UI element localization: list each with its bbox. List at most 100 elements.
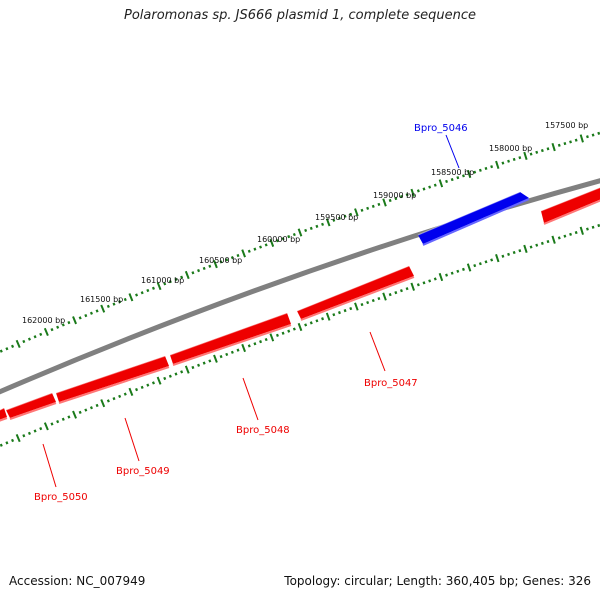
inner-scale-minor-tick: [518, 249, 522, 253]
gene-bpro-5049-shadow: [58, 366, 170, 404]
gene-bpro-5048[interactable]: [170, 313, 291, 364]
inner-scale-minor-tick: [39, 427, 43, 431]
inner-scale-minor-tick: [89, 406, 93, 410]
outer-scale-minor-tick: [112, 302, 116, 306]
inner-scale-minor-tick: [264, 337, 268, 342]
outer-scale-minor-tick: [84, 313, 88, 318]
inner-scale-minor-tick: [259, 340, 263, 344]
outer-scale-minor-tick: [78, 316, 82, 320]
inner-scale-minor-tick: [473, 264, 477, 268]
inner-scale-minor-tick: [315, 319, 319, 323]
inner-scale-minor-tick: [151, 381, 155, 385]
inner-scale-minor-tick: [574, 231, 578, 235]
outer-scale-minor-tick: [135, 293, 139, 297]
inner-scale-minor-tick: [163, 376, 167, 381]
inner-scale-minor-tick: [78, 410, 82, 414]
inner-scale-minor-tick: [366, 300, 370, 305]
gene-bpro-5049[interactable]: [56, 356, 169, 402]
inner-scale-minor-tick: [84, 408, 88, 412]
inner-scale-minor-tick: [478, 262, 482, 266]
scale-labels: 157500 bp 158000 bp 158500 bp 159000 bp …: [22, 121, 588, 325]
outer-scale-minor-tick: [321, 222, 325, 226]
outer-scale-major-tick: [15, 339, 21, 348]
gene-bpro-5050[interactable]: [6, 393, 56, 418]
outer-scale-minor-tick: [309, 226, 313, 231]
outer-scale-minor-tick: [332, 218, 336, 222]
gene-bpro-5046[interactable]: [418, 192, 529, 244]
inner-scale-minor-tick: [428, 279, 432, 283]
inner-scale-minor-tick: [140, 385, 144, 389]
inner-scale-minor-tick: [5, 441, 9, 445]
outer-scale-major-tick: [579, 134, 584, 143]
inner-scale-minor-tick: [191, 365, 195, 370]
topology-summary-text: Topology: circular; Length: 360,405 bp; …: [284, 574, 591, 588]
outer-scale-major-tick: [241, 249, 246, 258]
inner-scale-minor-tick: [557, 236, 561, 240]
inner-scale-major-tick: [100, 399, 106, 408]
outer-scale-minor-tick: [247, 249, 251, 253]
gene-bpro-5047[interactable]: [297, 266, 414, 319]
outer-scale-minor-tick: [433, 183, 437, 187]
gene-bpro-5048-highlight: [169, 312, 288, 356]
outer-scale-minor-tick: [106, 304, 110, 308]
inner-scale-minor-tick: [180, 370, 184, 374]
inner-scale-minor-tick: [135, 387, 139, 392]
inner-scale-minor-tick: [377, 296, 381, 301]
outer-scale-minor-tick: [197, 268, 201, 273]
inner-scale-minor-tick: [197, 363, 201, 367]
inner-scale-minor-tick: [569, 232, 572, 236]
inner-scale-major-tick: [410, 282, 415, 291]
gene-bpro-5050-highlight: [5, 392, 53, 411]
gene-bpro-5046-shadow: [422, 198, 530, 246]
outer-scale-major-tick: [495, 160, 500, 169]
gene-label-bpro-5048[interactable]: Bpro_5048: [236, 425, 290, 436]
outer-scale-minor-tick: [219, 260, 223, 264]
gene-partial-left-shadow: [0, 417, 8, 422]
inner-scale-minor-tick: [546, 239, 550, 244]
outer-scale-minor-tick: [95, 309, 99, 313]
inner-scale-minor-tick: [563, 234, 567, 238]
outer-scale-minor-tick: [264, 243, 268, 247]
inner-scale-minor-tick: [501, 254, 505, 258]
inner-scale-minor-tick: [597, 223, 600, 228]
outer-scale-major-tick: [100, 304, 106, 313]
gene-label-bpro-5050[interactable]: Bpro_5050: [34, 492, 88, 503]
gene-label-bpro-5047[interactable]: Bpro_5047: [364, 378, 418, 389]
inner-scale-minor-tick: [321, 317, 325, 321]
gene-partial-right[interactable]: [541, 186, 600, 223]
inner-scale-minor-tick: [106, 399, 110, 403]
inner-scale-minor-tick: [33, 429, 37, 433]
outer-scale-minor-tick: [61, 323, 65, 327]
outer-scale-minor-tick: [349, 212, 353, 216]
inner-scale-minor-tick: [450, 271, 454, 275]
scale-label-161500: 161500 bp: [80, 295, 123, 304]
outer-scale-minor-tick: [569, 140, 572, 144]
inner-scale-ticks: [0, 223, 600, 447]
outer-scale-minor-tick: [259, 245, 263, 249]
outer-scale-minor-tick: [428, 185, 432, 189]
gene-partial-left[interactable]: [0, 408, 7, 421]
scale-label-157500: 157500 bp: [545, 121, 588, 130]
outer-scale-minor-tick: [22, 339, 26, 344]
gene-label-bpro-5049[interactable]: Bpro_5049: [116, 466, 170, 477]
outer-scale-ticks: [0, 131, 600, 353]
inner-scale-major-tick: [354, 302, 359, 311]
inner-scale-minor-tick: [490, 258, 494, 262]
outer-scale-minor-tick: [540, 149, 544, 153]
inner-scale-major-tick: [382, 292, 387, 301]
outer-scale-minor-tick: [546, 147, 550, 151]
outer-scale-minor-tick: [371, 204, 375, 208]
inner-scale-major-tick: [156, 376, 162, 385]
outer-scale-minor-tick: [456, 176, 460, 180]
inner-scale-minor-tick: [67, 415, 71, 419]
inner-scale-minor-tick: [304, 323, 308, 327]
leader-line-bpro-5046: [445, 134, 460, 169]
outer-scale-minor-tick: [557, 143, 561, 147]
gene-label-bpro-5046[interactable]: Bpro_5046: [414, 123, 468, 134]
inner-scale-minor-tick: [332, 313, 336, 317]
gene-bpro-5048-shadow: [172, 324, 292, 366]
outer-scale-major-tick: [43, 327, 49, 337]
inner-scale-minor-tick: [591, 225, 595, 229]
outer-scale-minor-tick: [399, 195, 403, 199]
inner-scale-minor-tick: [337, 311, 341, 315]
